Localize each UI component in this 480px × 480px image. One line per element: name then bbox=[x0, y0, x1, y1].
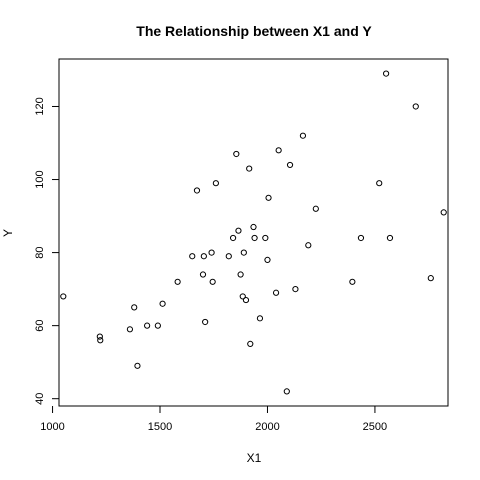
data-point bbox=[376, 180, 383, 187]
data-point bbox=[349, 278, 356, 285]
y-tick-label: 100 bbox=[34, 170, 46, 188]
data-point bbox=[251, 234, 258, 242]
x-axis: 1000 1500 2000 2500 bbox=[40, 406, 387, 433]
data-point bbox=[264, 256, 271, 263]
data-point bbox=[154, 322, 161, 329]
data-point bbox=[250, 223, 257, 231]
data-point bbox=[134, 362, 141, 369]
data-point bbox=[189, 253, 196, 260]
data-point bbox=[60, 293, 67, 300]
data-point bbox=[199, 271, 207, 278]
chart-title: The Relationship between X1 and Y bbox=[136, 23, 372, 39]
data-point bbox=[286, 161, 294, 169]
data-point bbox=[292, 286, 299, 293]
data-point bbox=[246, 165, 253, 172]
y-tick-label: 120 bbox=[34, 97, 46, 115]
data-point bbox=[144, 322, 151, 329]
data-point bbox=[209, 278, 216, 285]
data-point bbox=[247, 340, 254, 348]
data-point bbox=[239, 293, 246, 300]
data-point bbox=[212, 180, 219, 187]
data-point bbox=[412, 103, 419, 110]
x-tick-label: 1500 bbox=[148, 421, 172, 433]
y-axis: 40 60 80 100 120 bbox=[34, 97, 59, 405]
data-point bbox=[193, 187, 201, 194]
data-point bbox=[159, 300, 166, 307]
data-point bbox=[200, 253, 207, 260]
data-point bbox=[242, 296, 250, 304]
data-point bbox=[229, 234, 237, 242]
data-point bbox=[283, 388, 290, 395]
x-axis-label: X1 bbox=[247, 451, 262, 465]
data-point bbox=[97, 337, 104, 344]
y-tick-label: 60 bbox=[34, 320, 46, 332]
data-point bbox=[126, 326, 134, 333]
y-axis-label: Y bbox=[1, 229, 15, 237]
data-point bbox=[357, 234, 365, 242]
data-point bbox=[427, 275, 434, 282]
data-point bbox=[383, 70, 390, 77]
y-tick-label: 40 bbox=[34, 393, 46, 405]
data-point bbox=[174, 278, 181, 285]
data-point bbox=[312, 205, 319, 212]
data-point bbox=[235, 227, 242, 234]
data-point bbox=[440, 209, 447, 216]
x-tick-label: 1000 bbox=[40, 421, 64, 433]
data-point bbox=[262, 234, 269, 242]
y-tick-label: 80 bbox=[34, 246, 46, 258]
x-tick-label: 2500 bbox=[363, 421, 387, 433]
data-point bbox=[237, 271, 244, 278]
data-point bbox=[256, 315, 264, 322]
data-points bbox=[60, 70, 447, 395]
data-point bbox=[233, 150, 240, 158]
data-point bbox=[305, 242, 312, 249]
data-point bbox=[299, 132, 307, 139]
x-tick-label: 2000 bbox=[255, 421, 279, 433]
data-point bbox=[131, 304, 138, 311]
data-point bbox=[208, 249, 215, 256]
data-point bbox=[265, 194, 272, 201]
data-point bbox=[96, 333, 103, 340]
data-point bbox=[240, 249, 247, 256]
plot-frame bbox=[58, 58, 449, 407]
data-point bbox=[202, 318, 209, 326]
data-point bbox=[386, 234, 394, 242]
data-point bbox=[275, 147, 282, 154]
data-point bbox=[225, 253, 232, 260]
data-point bbox=[272, 289, 280, 296]
